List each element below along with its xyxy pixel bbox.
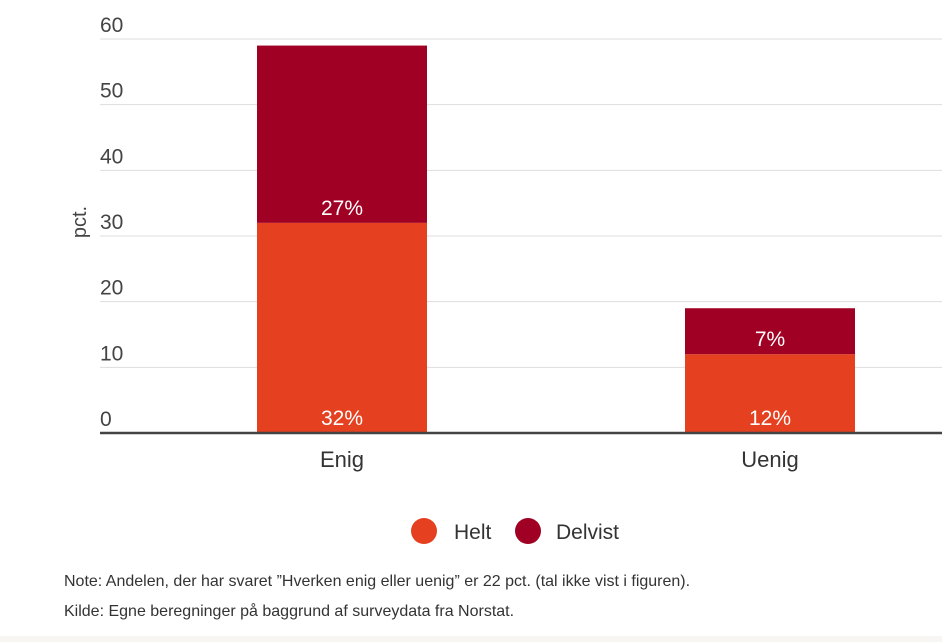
legend: Helt Delvist bbox=[411, 518, 619, 544]
label-layer: 32% 27% 12% 7% bbox=[321, 197, 791, 430]
y-tick-label: 0 bbox=[100, 408, 112, 431]
legend-marker-helt bbox=[411, 518, 437, 544]
chart-source: Kilde: Egne beregninger på baggrund af s… bbox=[64, 603, 515, 620]
x-category-label: Enig bbox=[320, 447, 364, 472]
y-axis-label: pct. bbox=[69, 206, 91, 238]
x-category-label: Uenig bbox=[741, 447, 798, 472]
bar-value-label: 12% bbox=[749, 407, 791, 430]
y-tick-label: 10 bbox=[100, 342, 123, 365]
y-tick-label: 50 bbox=[100, 80, 123, 103]
bar-helt-uenig bbox=[685, 354, 855, 433]
chart-svg: 32% 27% 12% 7% 0 10 20 30 40 50 60 pct. Enig Uenig H… bbox=[69, 14, 942, 544]
bar-layer bbox=[257, 45, 855, 433]
chart-note: Note: Andelen, der har svaret ”Hverken e… bbox=[64, 573, 691, 590]
bar-value-label: 32% bbox=[321, 407, 363, 430]
legend-label-delvist: Delvist bbox=[556, 521, 619, 544]
y-tick-label: 30 bbox=[100, 211, 123, 234]
bar-delvist-enig bbox=[257, 45, 427, 223]
bottom-strip bbox=[0, 636, 942, 642]
legend-label-helt: Helt bbox=[454, 521, 492, 544]
y-tick-label: 20 bbox=[100, 277, 123, 300]
legend-marker-delvist bbox=[515, 518, 541, 544]
bar-helt-enig bbox=[257, 222, 427, 433]
y-tick-label: 40 bbox=[100, 145, 123, 168]
axis-layer: 0 10 20 30 40 50 60 pct. Enig Uenig bbox=[69, 14, 942, 472]
bar-value-label: 27% bbox=[321, 197, 363, 220]
bar-value-label: 7% bbox=[755, 328, 785, 351]
bar-delvist-uenig bbox=[685, 308, 855, 355]
y-tick-label: 60 bbox=[100, 14, 123, 37]
